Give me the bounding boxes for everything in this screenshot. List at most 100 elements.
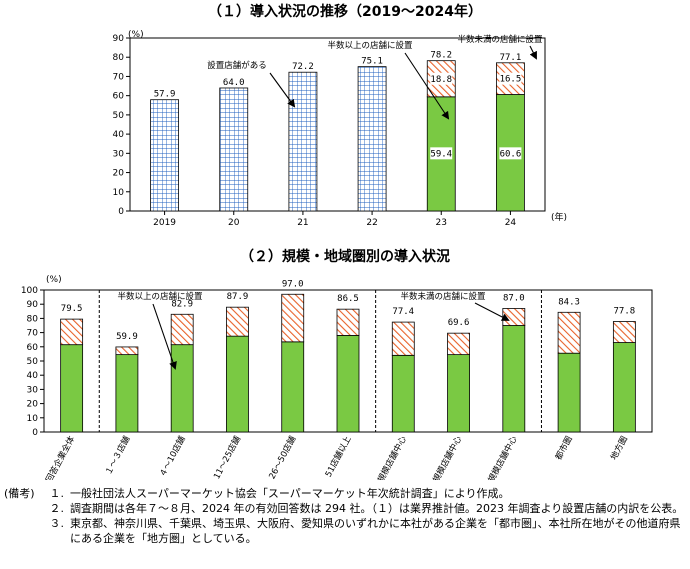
chart1-data-label: 16.5 <box>500 75 522 85</box>
chart2-bar-segment <box>170 313 194 346</box>
chart1-bars: 57.9 64.0 72.2 75.1 59.4 18.8 78.2 60.6 16.5 77.1 <box>150 51 525 212</box>
chart2-bar-segment <box>502 308 526 326</box>
chart1-data-label-bg <box>499 147 522 160</box>
chart2-y-tick-label: 50 <box>27 357 39 367</box>
chart1-y-tick-label: 60 <box>113 92 125 102</box>
chart1-y-tick-label: 90 <box>113 34 125 44</box>
chart1-x-tick-label: 2019 <box>153 218 176 228</box>
chart1-annotation-half-over: 半数以上の店舗に設置 <box>327 40 413 51</box>
chart2-bar-segment <box>557 352 581 433</box>
chart2-axes: 0 10 20 30 40 50 60 70 80 90 100 回答企業全体 １～３店舗 ４～10店舗 1… <box>21 286 653 480</box>
notes-section: (備考) １. 一般社団法人スーパーマーケット協会「スーパーマーケット年次統計調… <box>4 486 686 546</box>
chart1-annotation-half-under: 半数未満の店舗に設置 <box>457 34 543 45</box>
chart1-data-label-bg <box>499 72 522 85</box>
chart1-x-tick-label: 22 <box>366 218 377 228</box>
note-row-3: ３. 東京都、神奈川県、千葉県、埼玉県、大阪府、愛知県のいずれかに本社がある企業… <box>4 516 686 546</box>
chart2-bar-segment <box>60 344 84 433</box>
chart2-x-tick-label: １～３店舗 <box>103 434 133 477</box>
chart2-bar-segment <box>557 311 581 354</box>
chart2-bar-segment <box>336 308 360 336</box>
chart2-bar-segment <box>115 346 139 356</box>
chart2-title: （２）規模・地域圏別の導入状況 <box>240 248 450 265</box>
chart1-data-label-bg <box>430 147 453 160</box>
chart1-total-label: 77.1 <box>500 53 522 63</box>
chart2-bar-segment <box>336 335 360 433</box>
chart2-x-tick-label: 地方圏 <box>608 434 630 462</box>
figure-canvas: （１）導入状況の推移（2019～2024年） (%) (年) 0 10 20 30 40… <box>21 3 653 480</box>
chart2-total-label: 82.9 <box>171 299 193 309</box>
chart2-bar-segment <box>447 332 470 356</box>
chart2-y-tick-label: 0 <box>32 428 38 438</box>
chart1-y-tick-label: 30 <box>113 149 125 159</box>
chart1-bar-segment <box>357 66 387 212</box>
chart2-total-label: 79.5 <box>61 304 83 314</box>
chart2-bar-segment <box>226 335 249 433</box>
chart1-y-unit: (%) <box>128 30 144 40</box>
chart2-annotations: 半数以上の店舗に設置 半数未満の店舗に設置 <box>117 291 510 370</box>
chart2-y-tick-label: 100 <box>21 286 38 296</box>
chart2-annotation-half-under: 半数未満の店舗に設置 <box>400 291 486 302</box>
chart1-annotation-exist: 設置店舗がある <box>207 60 267 71</box>
chart2-x-tick-label: 小規模店舗中心 <box>371 434 409 480</box>
chart2-total-label: 87.0 <box>503 293 525 303</box>
chart1-y-tick-label: 70 <box>113 72 125 82</box>
chart1-total-label: 57.9 <box>154 90 176 100</box>
note-row-1: (備考) １. 一般社団法人スーパーマーケット協会「スーパーマーケット年次統計調… <box>4 486 686 501</box>
chart2-x-tick-label: 26～50店舗 <box>267 434 299 480</box>
chart1-y-tick-label: 80 <box>113 53 125 63</box>
chart2-bar-segment <box>391 321 415 356</box>
chart1-data-label-bg <box>430 72 453 85</box>
chart2-x-tick-label: 51店舗以上 <box>323 434 354 479</box>
chart1-x-tick-label: 24 <box>505 218 517 228</box>
note-text: 東京都、神奈川県、千葉県、埼玉県、大阪府、愛知県のいずれかに本社がある企業を「都… <box>70 517 681 545</box>
note-text: 調査期間は各年７～８月、2024 年の有効回答数は 294 社。（１）は業界推計… <box>70 502 684 515</box>
chart1-arrow-exist <box>269 72 296 108</box>
chart2-y-unit: (%) <box>46 275 62 285</box>
chart1-y-tick-label: 20 <box>113 169 125 179</box>
chart2-arrow-half-under <box>474 302 510 321</box>
chart2-y-tick-label: 20 <box>27 400 39 410</box>
chart1-y-tick-label: 50 <box>113 111 125 121</box>
chart2-x-tick-label: 11～25店舗 <box>211 434 243 480</box>
chart1-y-tick-label: 0 <box>118 207 124 217</box>
note-text: 一般社団法人スーパーマーケット協会「スーパーマーケット年次統計調査」により作成。 <box>70 487 510 500</box>
chart1-x-tick-label: 20 <box>228 218 240 228</box>
chart2-bar-segment <box>391 354 415 433</box>
chart2-bar-segment <box>170 344 194 433</box>
chart1-x-tick-label: 23 <box>436 218 447 228</box>
chart2-bar-segment <box>612 321 636 343</box>
chart2-total-label: 77.8 <box>614 307 636 317</box>
note-number: ３. <box>49 517 65 530</box>
chart2-y-tick-label: 70 <box>27 329 39 339</box>
chart2-arrow-half-over <box>152 303 177 370</box>
chart1-data-label: 60.6 <box>500 149 522 159</box>
chart1-total-label: 75.1 <box>361 57 383 67</box>
chart1-arrow-half-under <box>529 45 537 60</box>
chart2-y-tick-label: 80 <box>27 314 39 324</box>
note-number: ２. <box>49 502 65 515</box>
chart2-x-tick-label: 回答企業全体 <box>44 434 78 480</box>
chart2-x-tick-label: ４～10店舗 <box>157 434 188 479</box>
chart2-y-tick-label: 40 <box>27 371 39 381</box>
chart2-y-tick-label: 60 <box>27 343 39 353</box>
chart2-bar-segment <box>60 318 84 346</box>
notes-head: (備考) <box>4 487 35 500</box>
chart2-total-label: 69.6 <box>448 318 470 328</box>
chart1-y-tick-label: 40 <box>113 130 125 140</box>
chart2-x-tick-label: 都市圏 <box>553 434 575 462</box>
chart2-bar-segment <box>281 293 305 343</box>
note-row-2: ２. 調査期間は各年７～８月、2024 年の有効回答数は 294 社。（１）は業… <box>4 501 686 516</box>
chart2-x-tick-label: 大規模店舗中心 <box>482 434 520 480</box>
chart1-total-label: 64.0 <box>223 78 245 88</box>
chart2-bar-segment <box>115 354 139 433</box>
chart2-bar-segment <box>226 306 249 337</box>
chart1-plot-frame <box>129 37 546 212</box>
chart1-arrow-half-over <box>404 52 450 120</box>
chart2-total-label: 59.9 <box>116 332 138 342</box>
chart1-bar-segment <box>288 71 318 212</box>
chart2-x-tick-label: 中規模店舗中心 <box>427 434 465 480</box>
chart2-bar-segment <box>281 341 305 433</box>
chart2-y-tick-label: 90 <box>27 300 39 310</box>
chart1-data-label: 18.8 <box>430 75 452 85</box>
chart1-total-label: 78.2 <box>430 51 452 61</box>
